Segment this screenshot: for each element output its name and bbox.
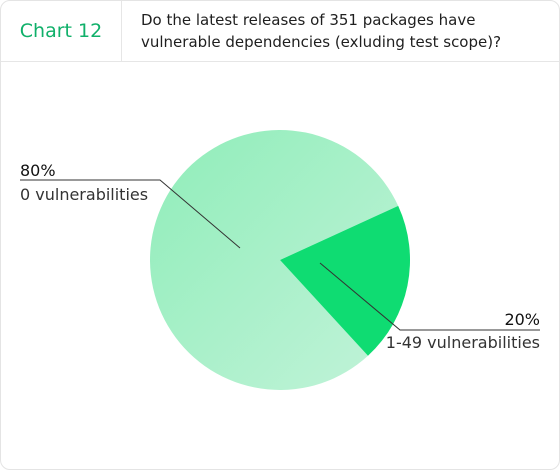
pie-slice-0-vulnerabilities (149, 129, 399, 390)
slice-category-label-1: 1-49 vulnerabilities (386, 333, 540, 352)
pie-slice-1-49-vulnerabilities (280, 205, 410, 356)
slice-value-label-80: 80% (20, 161, 56, 180)
leader-line-1-49-vulnerabilities (319, 262, 540, 331)
chart-header: Chart 12 Do the latest releases of 351 p… (1, 1, 559, 62)
slice-category-label-0: 0 vulnerabilities (20, 185, 148, 204)
chart-question: Do the latest releases of 351 packages h… (141, 11, 502, 51)
chart-number: Chart 12 (1, 1, 122, 61)
slice-value-label-20: 20% (504, 310, 540, 329)
leader-line-0-vulnerabilities (20, 179, 241, 249)
